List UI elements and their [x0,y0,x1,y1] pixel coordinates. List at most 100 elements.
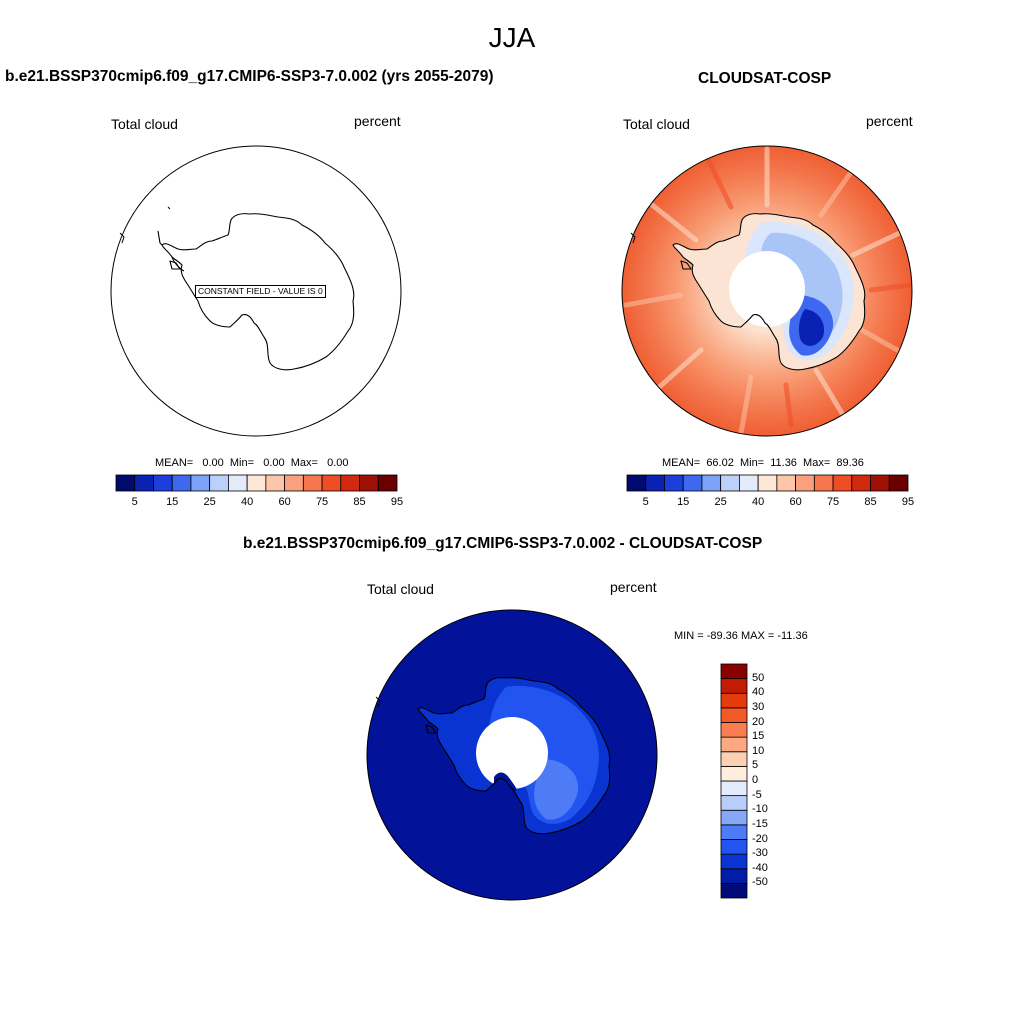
diff-colorbar-swatch [720,663,748,680]
obs-colorbar-swatch [888,474,909,492]
diff-colorbar-tick-label: 20 [752,715,765,728]
obs-colorbar [626,474,909,492]
diff-colorbar-swatch [720,809,748,826]
diff-colorbar [720,663,748,899]
obs-colorbar-tick-label: 85 [864,496,877,508]
obs-colorbar-tick-label: 95 [901,496,915,508]
diff-colorbar-tick-label: 30 [752,700,765,713]
model-colorbar-labels: 5 15 25 40 60 75 85 95 [116,496,403,510]
diff-colorbar-swatch [720,868,748,884]
model-colorbar-swatch [209,474,229,492]
obs-colorbar-swatch [757,474,778,492]
diff-colorbar-tick-label: -15 [752,817,768,830]
diff-antarctica-coastline [417,677,611,835]
obs-colorbar-swatch [776,474,797,492]
diff-colorbar-swatch [720,751,748,767]
diff-colorbar-swatch [720,882,748,899]
model-colorbar-swatch [190,474,211,492]
obs-stats: MEAN= 66.02 Min= 11.36 Max= 89.36 [662,457,864,469]
model-colorbar-swatch [171,474,192,492]
diff-colorbar-tick-label: 10 [752,744,765,757]
obs-colorbar-labels: 5 15 25 40 60 75 85 95 [627,496,914,510]
model-colorbar-swatch [321,474,342,492]
diff-polar-map [366,609,658,901]
figure-title: JJA [488,22,536,53]
diff-colorbar-tick-label: -50 [752,876,768,889]
obs-colorbar-swatch [701,474,722,492]
diff-panel-title: b.e21.BSSP370cmip6.f09_g17.CMIP6-SSP3-7.… [243,535,763,552]
obs-colorbar-swatch [626,474,647,492]
model-colorbar-swatch [284,474,304,492]
diff-colorbar-swatch [720,765,748,782]
obs-units-label: percent [866,113,913,129]
obs-colorbar-swatch [739,474,759,492]
diff-colorbar-swatch [720,736,748,753]
model-colorbar-tick-label: 95 [390,496,404,508]
model-stats: MEAN= 0.00 Min= 0.00 Max= 0.00 [155,457,349,469]
model-colorbar [115,474,398,492]
model-colorbar-tick-label: 60 [278,496,291,508]
model-panel-title: b.e21.BSSP370cmip6.f09_g17.CMIP6-SSP3-7.… [5,68,494,85]
diff-colorbar-tick-label: -20 [752,832,768,845]
obs-colorbar-swatch [813,474,834,492]
obs-colorbar-swatch [870,474,890,492]
model-colorbar-tick-label: 25 [203,496,216,508]
model-variable-label: Total cloud [111,116,178,132]
model-colorbar-swatch [359,474,379,492]
diff-variable-label: Total cloud [367,581,434,597]
diff-colorbar-tick-label: 50 [752,671,765,684]
model-colorbar-tick-label: 85 [353,496,366,508]
diff-colorbar-swatch [720,853,748,870]
obs-colorbar-swatch [720,474,740,492]
diff-colorbar-swatch [720,678,748,694]
obs-colorbar-swatch [682,474,703,492]
model-antarctica-coastline [157,213,355,371]
model-colorbar-swatch [134,474,154,492]
diff-colorbar-tick-label: 0 [752,774,759,786]
diff-colorbar-swatch [720,795,748,811]
constant-field-annotation: CONSTANT FIELD - VALUE IS 0 [195,285,326,298]
obs-colorbar-tick-label: 15 [677,496,690,508]
obs-panel-title: CLOUDSAT-COSP [698,70,832,87]
obs-colorbar-tick-label: 40 [752,496,765,508]
obs-antarctica-coastline [672,213,866,371]
model-colorbar-swatch [246,474,267,492]
model-colorbar-swatch [115,474,136,492]
diff-colorbar-swatch [720,707,748,723]
obs-variable-label: Total cloud [623,116,690,132]
obs-colorbar-swatch [832,474,853,492]
model-colorbar-tick-label: 5 [131,496,138,508]
model-colorbar-tick-label: 40 [241,496,254,508]
diff-colorbar-tick-label: -5 [752,788,762,801]
diff-colorbar-labels: 50 40 30 20 15 10 5 0 -5 -10 -15 -20 -30 -40 -50 [752,664,792,898]
diff-colorbar-swatch [720,839,748,855]
diff-colorbar-tick-label: 40 [752,686,765,699]
obs-colorbar-tick-label: 75 [826,496,840,508]
obs-colorbar-tick-label: 25 [714,496,727,508]
diff-colorbar-swatch [720,722,748,738]
diff-colorbar-tick-label: -30 [752,847,768,860]
obs-colorbar-tick-label: 5 [642,496,649,508]
diff-units-label: percent [610,579,657,595]
obs-polar-map [621,145,913,437]
diff-colorbar-swatch [720,780,748,797]
model-colorbar-tick-label: 75 [315,496,329,508]
model-colorbar-swatch [265,474,286,492]
diff-colorbar-tick-label: -40 [752,861,768,874]
obs-streaks [623,146,912,436]
model-colorbar-swatch [302,474,323,492]
diff-minmax: MIN = -89.36 MAX = -11.36 [674,630,808,642]
model-colorbar-tick-label: 15 [166,496,179,508]
obs-colorbar-swatch [664,474,684,492]
diff-colorbar-swatch [720,824,748,840]
diff-colorbar-tick-label: 5 [752,759,759,772]
obs-colorbar-swatch [645,474,665,492]
obs-colorbar-swatch [795,474,815,492]
obs-colorbar-swatch [851,474,871,492]
model-colorbar-swatch [377,474,398,492]
model-colorbar-swatch [153,474,173,492]
model-units-label: percent [354,113,401,129]
model-colorbar-swatch [228,474,248,492]
diff-colorbar-swatch [720,692,748,709]
diff-colorbar-tick-label: 15 [752,730,765,743]
